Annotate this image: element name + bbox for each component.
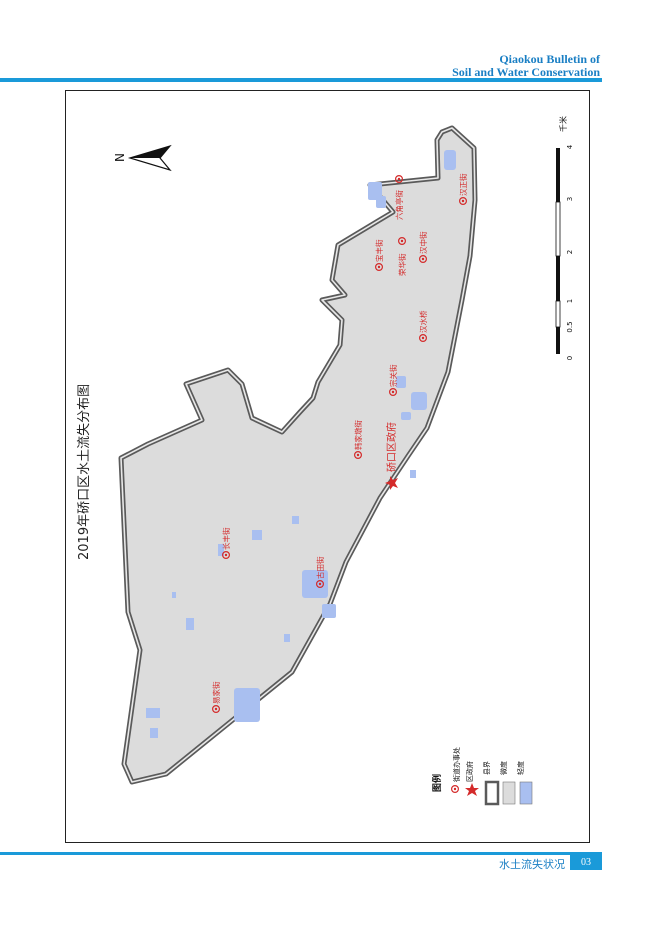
street-hanzheng: 汉正街 [458, 173, 468, 206]
light-erosion-patches [146, 150, 456, 738]
street-gutian: 古田街 [315, 556, 325, 588]
north-arrow-icon: N [113, 144, 172, 172]
header-rule [0, 78, 602, 82]
district-government-marker: 硚口区政府 [385, 422, 398, 490]
svg-text:汉中街: 汉中街 [418, 231, 428, 254]
scale-tick-0.5: 0.5 [566, 321, 574, 332]
map-legend: 图例 街道办事处 区政府 县界 微度 轻度 [431, 747, 533, 806]
svg-text:韩家墩街: 韩家墩街 [353, 420, 363, 450]
street-liujiaoting: 六角亭街 [394, 175, 404, 220]
legend-star-icon [465, 783, 479, 796]
legend-title: 图例 [431, 774, 443, 792]
legend-micro: 微度 [499, 761, 508, 775]
svg-text:古田街: 古田街 [315, 556, 325, 579]
street-hanjiadun: 韩家墩街 [353, 420, 363, 460]
footer-rule [0, 852, 602, 855]
svg-text:易家街: 易家街 [211, 681, 221, 704]
svg-text:汉正街: 汉正街 [458, 173, 468, 196]
svg-text:六角亭街: 六角亭街 [394, 190, 404, 220]
legend-street-office: 街道办事处 [452, 747, 461, 782]
scale-tick-1: 1 [566, 299, 574, 303]
street-zongguan: 宗关街 [388, 364, 398, 397]
street-markers: 六角亭街 汉正街 宝丰街 荣华街 汉中街 汉水桥 宗关街 韩家墩街 [211, 173, 468, 713]
footer-section: 水土流失状况 [499, 858, 565, 871]
scale-tick-3: 3 [566, 197, 574, 201]
svg-text:汉水桥: 汉水桥 [418, 310, 428, 333]
page-number: 03 [570, 855, 602, 870]
scale-tick-0: 0 [566, 356, 574, 360]
svg-text:宝丰街: 宝丰街 [374, 239, 384, 262]
svg-text:宗关街: 宗关街 [388, 364, 398, 387]
street-changfeng: 长丰街 [221, 527, 231, 559]
street-hanzhong: 汉中街 [418, 231, 428, 264]
journal-title-line2: Soil and Water Conservation [452, 65, 600, 79]
svg-text:长丰街: 长丰街 [221, 527, 231, 550]
scale-unit: 千米 [558, 116, 568, 132]
legend-district-gov: 区政府 [465, 761, 474, 782]
scale-tick-2: 2 [566, 250, 574, 254]
district-boundary [118, 125, 478, 785]
scale-bar: 0 0.5 1 2 3 4 千米 [555, 116, 574, 360]
district-government-label: 硚口区政府 [385, 422, 398, 472]
svg-text:荣华街: 荣华街 [397, 253, 407, 276]
street-baofeng: 宝丰街 [374, 239, 384, 272]
journal-title-line1: Qiaokou Bulletin of [499, 52, 600, 66]
street-ronghua: 荣华街 [397, 237, 407, 276]
legend-county-border: 县界 [483, 761, 491, 775]
scale-tick-4: 4 [566, 144, 574, 149]
street-yijia: 易家街 [211, 681, 221, 713]
legend-light: 轻度 [516, 761, 525, 775]
map-title: 2019年硚口区水土流失分布图 [77, 384, 92, 560]
street-hanshuiqiao: 汉水桥 [418, 310, 428, 343]
north-label: N [113, 153, 127, 162]
